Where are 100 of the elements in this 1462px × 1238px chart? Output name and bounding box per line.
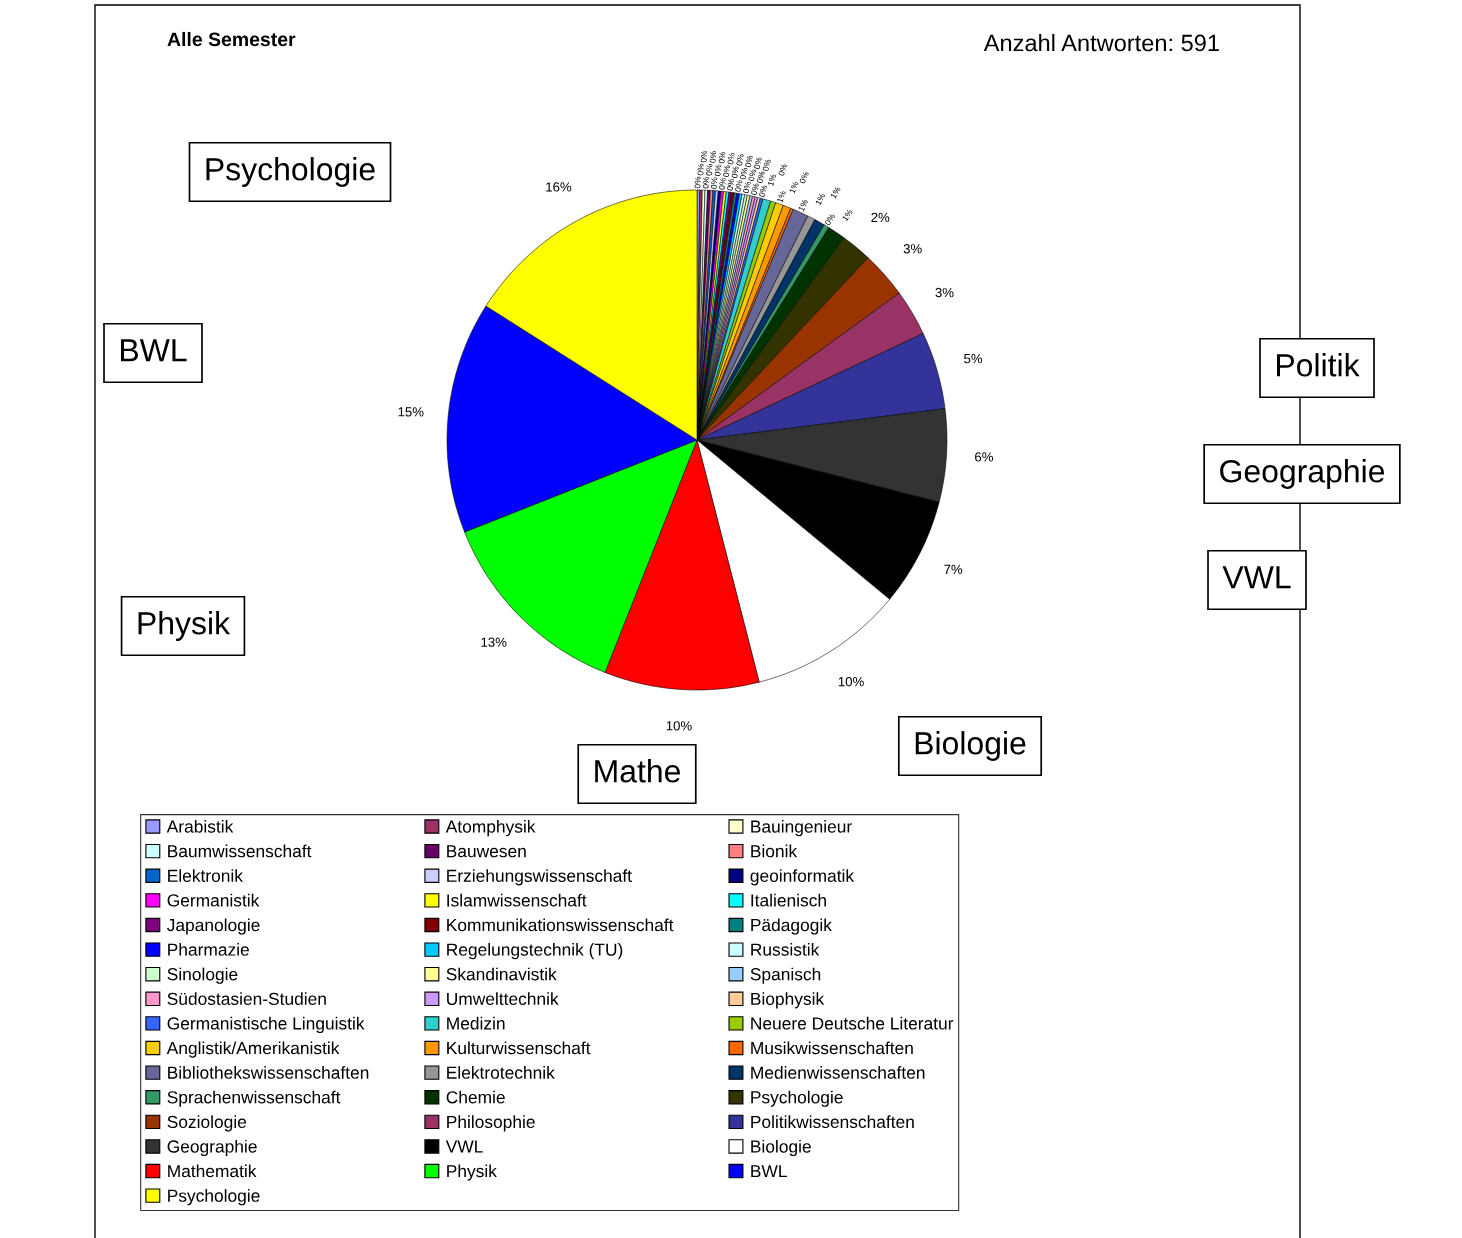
data-label: 0% xyxy=(758,184,768,198)
data-label: 0% xyxy=(748,168,757,182)
data-label: 3% xyxy=(935,287,954,298)
legend-label: Elektrotechnik xyxy=(447,1066,555,1079)
text: Anzahl Antworten: 591 xyxy=(983,34,1219,52)
data-label: 0% xyxy=(778,163,788,177)
text: VWL xyxy=(1222,566,1291,589)
legend-label: Medienwissenschaften xyxy=(751,1066,925,1079)
data-label: 0% xyxy=(709,151,717,163)
data-label: 0% xyxy=(736,153,744,166)
legend-label: Bauwesen xyxy=(447,845,526,858)
text: BWL xyxy=(121,339,187,362)
legend-label: Chemie xyxy=(446,1090,505,1104)
data-label: 0% xyxy=(714,164,722,177)
legend-label: Pharmazie xyxy=(168,943,249,956)
legend-label: Germanistik xyxy=(167,893,260,907)
legend-label: Medizin xyxy=(447,1016,505,1030)
legend-label: Baumwissenschaft xyxy=(168,844,312,858)
data-label: 0% xyxy=(734,179,743,193)
legend-label: Germanistische Linguistik xyxy=(167,1016,365,1034)
legend-label: Musikwissenschaften xyxy=(751,1041,913,1055)
legend-label: Kulturwissenschaft xyxy=(447,1041,591,1055)
legend-label: Soziologie xyxy=(167,1115,247,1132)
data-label: 15% xyxy=(398,407,424,417)
data-label: 0% xyxy=(739,167,748,180)
legend-label: Italienisch xyxy=(751,893,826,907)
data-label: 0% xyxy=(753,156,763,170)
data-label: 0% xyxy=(745,155,753,168)
legend-label: BWL xyxy=(751,1165,787,1178)
data-label: 1% xyxy=(830,186,841,199)
legend-label: Skandinavistik xyxy=(446,967,557,981)
data-label: 0% xyxy=(702,176,710,189)
data-label: 0% xyxy=(718,177,726,190)
data-label: 0% xyxy=(700,150,707,163)
data-label: 10% xyxy=(666,721,692,731)
legend-label: Psychologie xyxy=(168,1189,260,1206)
legend-label: Bibliothekswissenschaften xyxy=(168,1066,369,1079)
legend-label: Erziehungswissenschaft xyxy=(447,869,632,886)
legend-label: Mathematik xyxy=(168,1164,257,1178)
data-label: 0% xyxy=(762,158,772,172)
data-label: 7% xyxy=(944,564,963,575)
data-label: 0% xyxy=(706,163,713,176)
legend-label: Elektronik xyxy=(168,869,243,882)
data-label: 1% xyxy=(798,198,809,212)
legend-label: Sprachenwissenschaft xyxy=(167,1090,341,1107)
legend-label: Spanisch xyxy=(750,967,821,984)
data-label: 1% xyxy=(841,208,853,222)
legend-label: Physik xyxy=(447,1164,497,1181)
text: Biologie xyxy=(915,731,1026,761)
legend-label: Islamwissenschaft xyxy=(447,893,587,907)
data-label: 0% xyxy=(694,176,701,189)
legend-label: Kommunikationswissenschaft xyxy=(447,918,674,932)
data-label: 0% xyxy=(727,152,735,165)
text: Psychologie xyxy=(206,157,375,187)
data-label: 5% xyxy=(964,354,983,364)
legend-label: Regelungstechnik (TU) xyxy=(447,943,623,960)
data-label: 1% xyxy=(776,190,786,203)
legend-label: Anglistik/Amerikanistik xyxy=(166,1041,340,1058)
legend-label: geoinformatik xyxy=(750,869,855,886)
data-label: 0% xyxy=(742,181,751,194)
data-label: 1% xyxy=(789,181,799,194)
legend-label: Neuere Deutsche Literatur xyxy=(751,1016,954,1030)
text: Mathe xyxy=(595,759,680,783)
data-label: 0% xyxy=(824,212,836,226)
legend-label: Bionik xyxy=(751,844,798,858)
legend-label: VWL xyxy=(445,1140,483,1153)
data-label: 2% xyxy=(871,212,890,222)
data-label: 13% xyxy=(481,637,507,647)
legend-label: Atomphysik xyxy=(445,819,536,837)
data-label: 0% xyxy=(697,163,704,176)
legend-label: Biologie xyxy=(751,1139,811,1157)
legend-label: Politikwissenschaften xyxy=(751,1115,914,1129)
data-label: 3% xyxy=(903,244,922,254)
legend-label: Psychologie xyxy=(751,1090,843,1107)
data-label: 0% xyxy=(718,151,726,164)
data-label: 0% xyxy=(799,171,809,184)
data-label: 0% xyxy=(726,178,735,191)
legend-label: Geographie xyxy=(167,1139,257,1157)
data-label: 0% xyxy=(750,182,760,196)
legend-label: Südostasien-Studien xyxy=(167,992,326,1005)
legend-label: Bauingenieur xyxy=(751,819,852,837)
data-label: 6% xyxy=(975,452,993,462)
data-label: 10% xyxy=(838,676,864,687)
legend-label: Russistik xyxy=(751,943,820,956)
data-label: 0% xyxy=(731,166,739,179)
text: Physik xyxy=(138,611,231,641)
data-label: 0% xyxy=(710,177,718,189)
legend-label: Biophysik xyxy=(751,992,825,1009)
text: Politik xyxy=(1277,353,1360,377)
data-label: 1% xyxy=(767,173,777,187)
legend-label: Philosophie xyxy=(447,1115,535,1132)
legend-label: Arabistik xyxy=(166,819,234,833)
data-label: 1% xyxy=(815,192,826,206)
data-label: 16% xyxy=(546,182,572,192)
legend-label: Pädagogik xyxy=(751,918,832,935)
text: Geographie xyxy=(1220,459,1385,489)
legend-label: Japanologie xyxy=(166,918,260,935)
chart-title: Alle Semester xyxy=(167,31,296,47)
data-label: 0% xyxy=(756,170,765,184)
legend-label: Sinologie xyxy=(167,967,238,984)
